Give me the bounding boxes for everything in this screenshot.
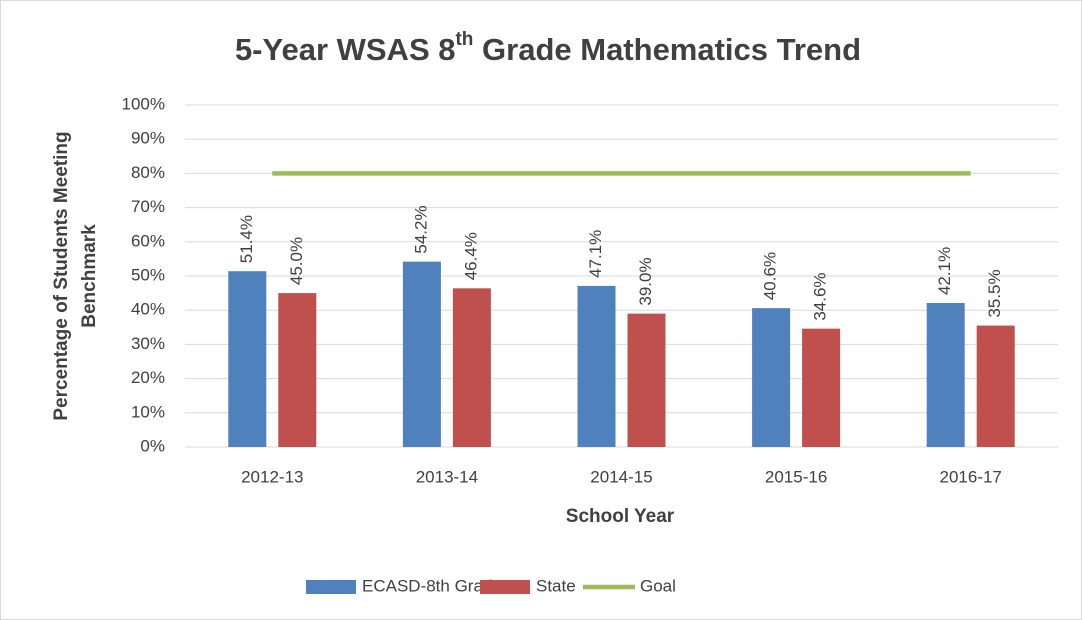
x-tick-label: 2013-14: [416, 467, 478, 486]
bar: [976, 325, 1015, 447]
y-tick-label: 100%: [122, 94, 165, 113]
title-rest: Grade Mathematics Trend: [473, 32, 861, 67]
bar: [278, 293, 317, 447]
bar: [228, 271, 267, 447]
y-tick-label: 80%: [131, 163, 165, 182]
title-text: 5-Year WSAS 8: [235, 32, 456, 67]
bar: [452, 288, 491, 447]
y-axis-title: Percentage of Students Meeting: [51, 131, 72, 420]
bar: [627, 313, 666, 447]
y-axis-title: Benchmark: [79, 224, 100, 328]
y-tick-label: 50%: [131, 265, 165, 284]
legend-swatch: [306, 580, 356, 594]
y-tick-label: 70%: [131, 197, 165, 216]
data-label: 45.0%: [287, 237, 306, 285]
bar: [926, 303, 965, 447]
data-label: 51.4%: [237, 215, 256, 263]
data-label: 35.5%: [985, 269, 1004, 317]
bar: [577, 285, 616, 447]
x-tick-label: 2015-16: [765, 467, 827, 486]
y-tick-label: 90%: [131, 129, 165, 148]
y-tick-label: 0%: [140, 436, 165, 455]
data-label: 42.1%: [935, 247, 954, 295]
y-tick-label: 40%: [131, 300, 165, 319]
bar: [752, 308, 791, 447]
x-tick-label: 2014-15: [590, 467, 652, 486]
y-tick-label: 20%: [131, 368, 165, 387]
chart-title: 5-Year WSAS 8th Grade Mathematics Trend: [235, 29, 861, 67]
x-tick-label: 2016-17: [940, 467, 1002, 486]
legend-label: Goal: [640, 576, 676, 595]
bar: [802, 328, 841, 447]
legend-label: State: [536, 576, 576, 595]
bar: [402, 261, 441, 447]
data-label: 46.4%: [461, 232, 480, 280]
title-superscript: th: [455, 29, 473, 50]
y-tick-label: 60%: [131, 231, 165, 250]
x-tick-label: 2012-13: [241, 467, 303, 486]
data-label: 40.6%: [761, 252, 780, 300]
data-label: 54.2%: [411, 205, 430, 253]
data-label: 34.6%: [811, 272, 830, 320]
legend-label: ECASD-8th Grade: [362, 576, 502, 595]
y-tick-label: 30%: [131, 334, 165, 353]
y-tick-label: 10%: [131, 402, 165, 421]
legend-swatch: [480, 580, 530, 594]
data-label: 47.1%: [586, 230, 605, 278]
x-axis-title: School Year: [566, 506, 675, 527]
data-label: 39.0%: [636, 257, 655, 305]
